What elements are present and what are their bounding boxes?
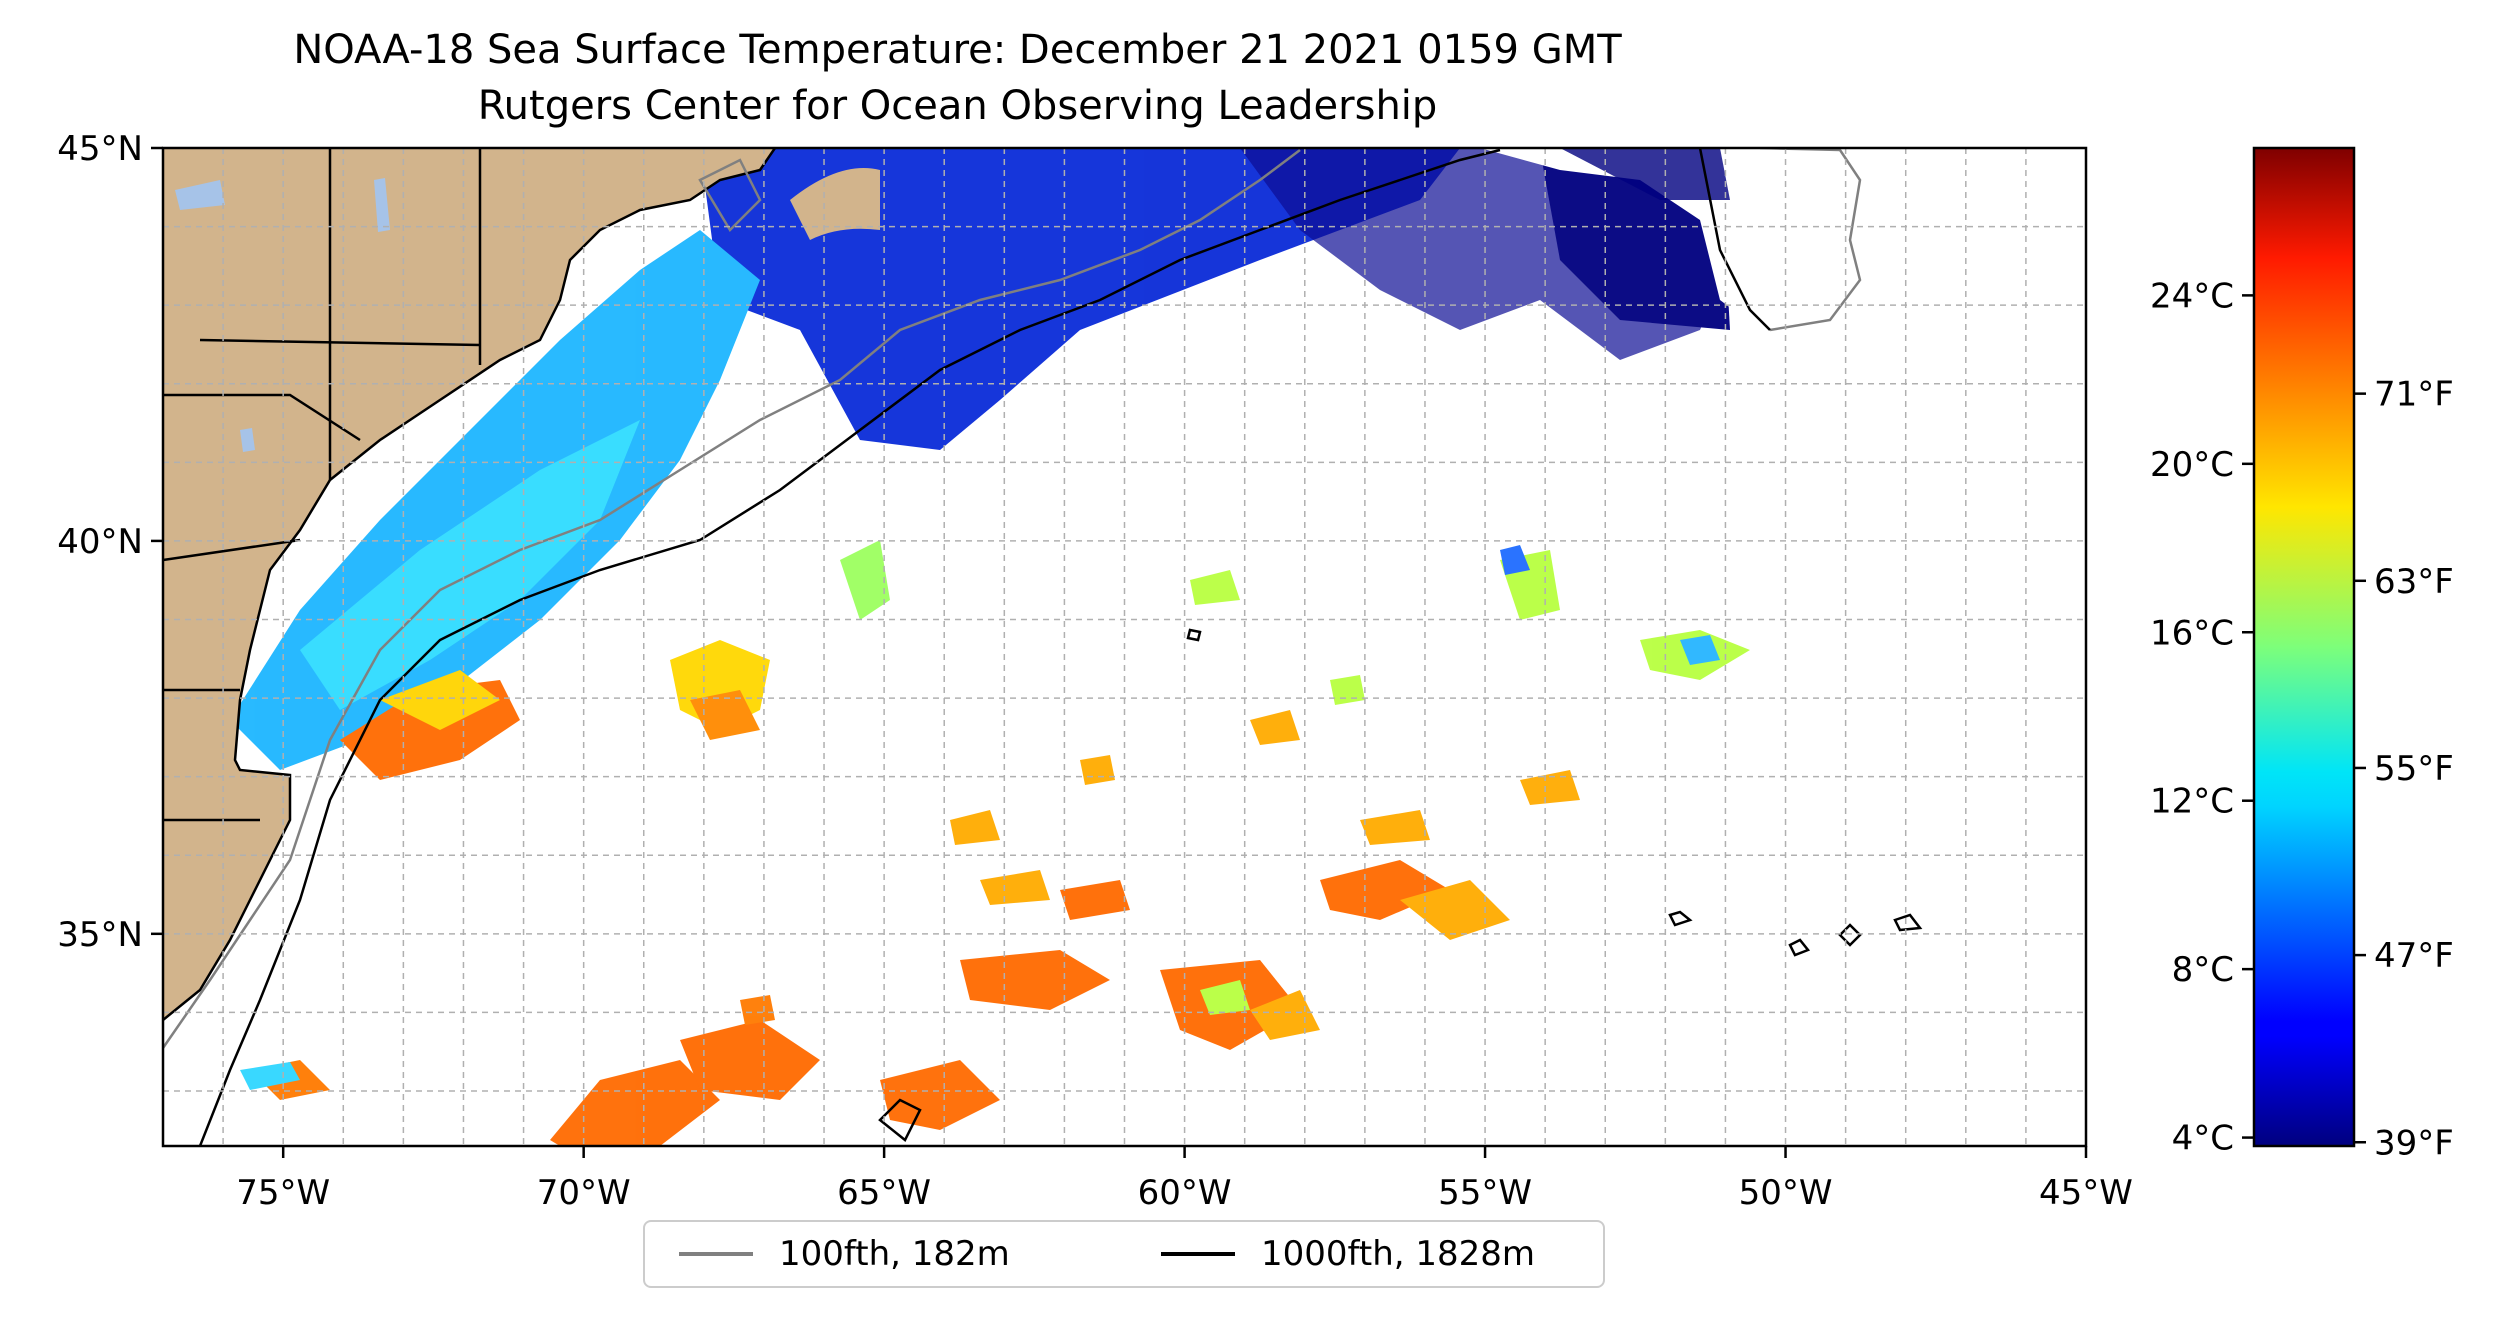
lat-tick-label: 40°N [57, 522, 143, 562]
gridlines [163, 148, 2086, 1146]
legend-label-100fth: 100fth, 182m [779, 1234, 1010, 1274]
lon-tick-label: 55°W [1438, 1173, 1532, 1213]
map-frame [161, 146, 2088, 1148]
celsius-tick-label: 20°C [2150, 445, 2234, 485]
lon-tick-label: 75°W [236, 1173, 330, 1213]
land-mass [163, 148, 775, 1020]
lakes [175, 178, 390, 452]
celsius-tick-label: 16°C [2150, 613, 2234, 653]
lon-tick-label: 65°W [837, 1173, 931, 1213]
map-title: NOAA-18 Sea Surface Temperature: Decembe… [293, 27, 1622, 73]
lat-ticks: 45°N 40°N 35°N [57, 129, 163, 955]
celsius-tick-label: 8°C [2172, 950, 2234, 990]
celsius-tick-label: 24°C [2150, 276, 2234, 316]
fahrenheit-tick-label: 63°F [2374, 562, 2454, 602]
lon-tick-label: 45°W [2039, 1173, 2133, 1213]
celsius-tick-label: 12°C [2150, 782, 2234, 822]
lon-ticks: 75°W 70°W 65°W 60°W 55°W 50°W 45°W [236, 1146, 2133, 1213]
fahrenheit-tick-label: 71°F [2374, 375, 2454, 415]
map-subtitle: Rutgers Center for Ocean Observing Leade… [477, 83, 1438, 129]
map-content [163, 148, 2086, 1146]
lon-tick-label: 50°W [1739, 1173, 1833, 1213]
legend-swatch-100fth [679, 1252, 753, 1256]
celsius-tick-label: 4°C [2172, 1119, 2234, 1159]
fahrenheit-tick-label: 47°F [2374, 936, 2454, 976]
colorbar-celsius-ticks: 4°C 8°C 12°C 16°C 20°C 24°C [2150, 276, 2254, 1159]
lon-tick-label: 70°W [537, 1173, 631, 1213]
fahrenheit-tick-label: 39°F [2374, 1123, 2454, 1163]
isobath-100fth [163, 148, 1862, 1049]
legend: 100fth, 182m 1000fth, 1828m [643, 1220, 1605, 1288]
lon-tick-label: 60°W [1138, 1173, 1232, 1213]
colorbar-fahrenheit-ticks: 39°F 47°F 55°F 63°F 71°F [2354, 375, 2454, 1163]
lat-tick-label: 45°N [57, 129, 143, 169]
fahrenheit-tick-label: 55°F [2374, 749, 2454, 789]
legend-swatch-1000fth [1161, 1252, 1235, 1256]
legend-item-1000fth: 1000fth, 1828m [1161, 1222, 1535, 1286]
coastline [163, 148, 777, 1021]
colorbar [2252, 146, 2356, 1148]
legend-label-1000fth: 1000fth, 1828m [1261, 1234, 1536, 1274]
lat-tick-label: 35°N [57, 915, 143, 955]
isobath-1000fth [198, 148, 1923, 1146]
legend-item-100fth: 100fth, 182m [679, 1222, 1010, 1286]
